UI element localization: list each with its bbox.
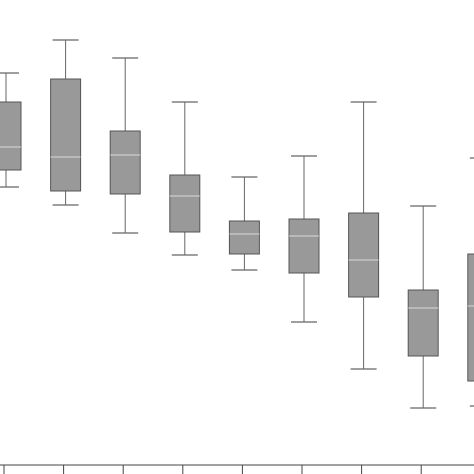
plot-area	[0, 39, 474, 409]
box-4	[169, 101, 201, 256]
iqr-box	[288, 218, 320, 274]
box-8	[407, 205, 439, 409]
box-3	[109, 57, 141, 234]
iqr-box	[0, 101, 22, 171]
box-7	[348, 101, 380, 370]
iqr-box	[407, 289, 439, 357]
box-5	[228, 176, 260, 271]
iqr-box	[348, 212, 380, 298]
box-6	[288, 155, 320, 323]
iqr-box	[169, 174, 201, 233]
box-1	[0, 72, 22, 188]
iqr-box	[109, 130, 141, 195]
iqr-box	[228, 220, 260, 255]
x-axis	[0, 464, 474, 474]
box-9	[467, 157, 474, 407]
iqr-box	[50, 78, 82, 192]
box-2	[50, 39, 82, 206]
iqr-box	[467, 253, 474, 382]
